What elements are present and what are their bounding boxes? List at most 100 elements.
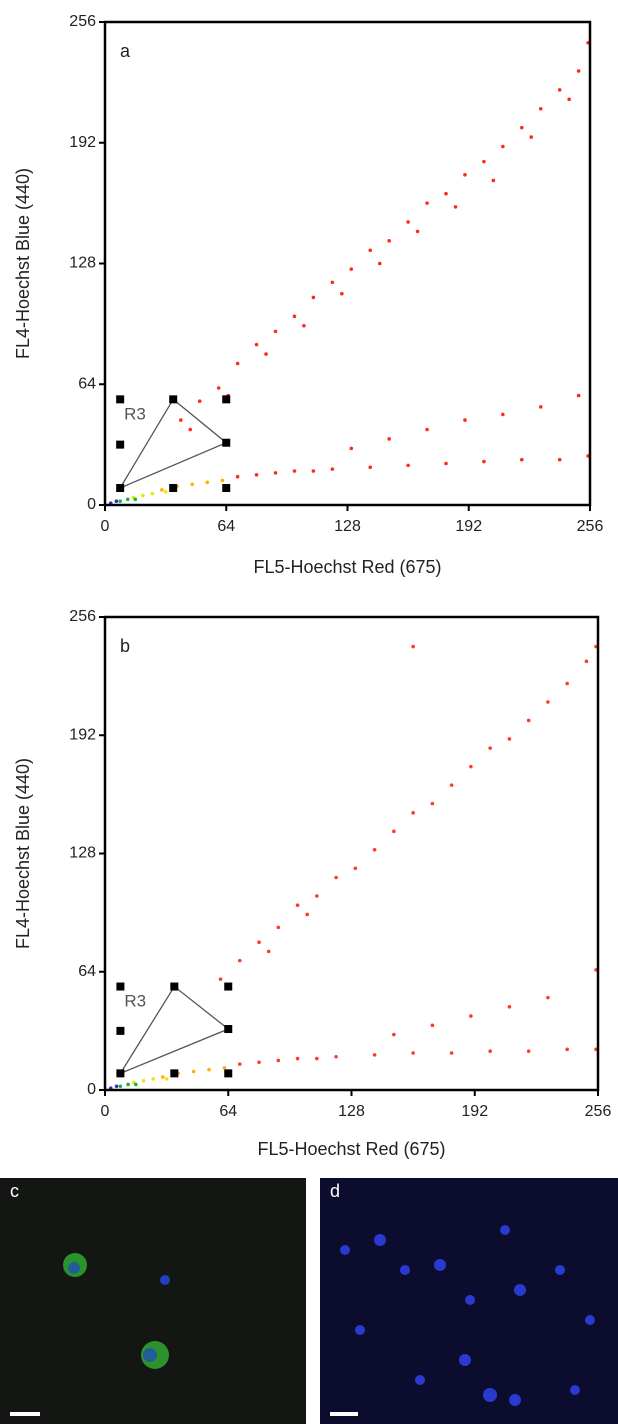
point <box>330 467 335 471</box>
point <box>238 1062 242 1066</box>
point <box>444 461 448 466</box>
point <box>557 457 562 462</box>
y-tick-label: 256 <box>69 13 96 30</box>
point <box>295 903 300 908</box>
point <box>557 88 562 92</box>
point <box>538 106 543 111</box>
y-tick-label: 0 <box>87 496 96 513</box>
panel-label: d <box>330 1181 340 1201</box>
point <box>449 783 454 787</box>
point <box>178 418 183 422</box>
point <box>491 178 496 183</box>
point <box>368 248 373 253</box>
point <box>164 1077 169 1081</box>
point <box>295 1056 300 1061</box>
point <box>488 746 492 750</box>
point <box>266 949 271 954</box>
point <box>163 489 168 494</box>
x-tick-label: 64 <box>219 1103 237 1120</box>
gate-handle <box>222 484 231 493</box>
point <box>519 457 524 462</box>
point <box>292 469 297 473</box>
y-tick-label: 128 <box>69 845 96 862</box>
point <box>305 912 310 917</box>
x-tick-label: 0 <box>101 1103 110 1120</box>
point <box>507 737 512 741</box>
x-tick-label: 192 <box>455 518 482 535</box>
gate-handle <box>116 440 125 449</box>
point <box>257 940 261 944</box>
point <box>238 958 242 963</box>
x-tick-label: 256 <box>585 1103 612 1120</box>
gate-handle <box>116 982 125 991</box>
point <box>311 295 316 300</box>
point <box>254 473 259 477</box>
point <box>392 1032 396 1037</box>
point <box>368 465 373 470</box>
point <box>311 469 316 473</box>
point <box>430 801 435 806</box>
point <box>349 446 354 451</box>
gate-label: R3 <box>124 991 146 1010</box>
point <box>264 352 268 356</box>
point <box>125 497 130 502</box>
point <box>190 482 194 487</box>
point <box>292 314 297 319</box>
gate-handle <box>116 395 125 404</box>
scale-bar <box>330 1412 358 1416</box>
point <box>191 1069 196 1074</box>
point <box>387 437 391 441</box>
y-tick-label: 64 <box>78 963 96 980</box>
point <box>141 493 145 498</box>
panel-label: b <box>120 636 130 656</box>
point <box>453 205 458 209</box>
point <box>273 329 278 334</box>
x-axis-label: FL5-Hoechst Red (675) <box>253 557 441 577</box>
gate-handle <box>116 484 125 493</box>
gate-handle <box>116 1026 125 1035</box>
point <box>334 875 338 880</box>
image-background <box>0 1178 306 1424</box>
point <box>469 1014 473 1018</box>
point <box>449 1051 454 1055</box>
y-tick-label: 192 <box>69 134 96 151</box>
x-tick-label: 192 <box>461 1103 488 1120</box>
gate-handle <box>169 484 178 493</box>
point <box>463 418 467 422</box>
point <box>425 427 429 432</box>
point <box>151 1077 155 1081</box>
point <box>118 1084 123 1089</box>
point <box>411 644 415 649</box>
point <box>507 1005 512 1009</box>
point <box>411 1051 415 1055</box>
point <box>150 491 155 496</box>
point <box>188 427 193 432</box>
nucleus <box>160 1275 170 1285</box>
point <box>565 681 569 686</box>
point <box>160 1075 165 1079</box>
point <box>330 280 335 285</box>
point <box>482 159 486 164</box>
y-tick-label: 0 <box>87 1081 96 1098</box>
point <box>141 1078 146 1083</box>
gate-handle <box>222 395 231 404</box>
point <box>257 1060 261 1065</box>
nucleus <box>143 1348 157 1362</box>
micrograph-d: d <box>320 1178 618 1424</box>
point <box>133 497 138 502</box>
plot-frame <box>103 20 592 507</box>
point <box>469 764 473 769</box>
point <box>114 1084 119 1089</box>
point <box>519 125 524 130</box>
point <box>315 1056 319 1061</box>
point <box>273 471 278 475</box>
point <box>353 866 358 871</box>
point <box>567 97 571 102</box>
micrograph-c: c <box>0 1178 306 1424</box>
x-tick-label: 64 <box>217 518 235 535</box>
point <box>411 811 415 815</box>
point <box>126 1082 130 1087</box>
point <box>118 499 122 504</box>
gate-region <box>118 398 228 490</box>
